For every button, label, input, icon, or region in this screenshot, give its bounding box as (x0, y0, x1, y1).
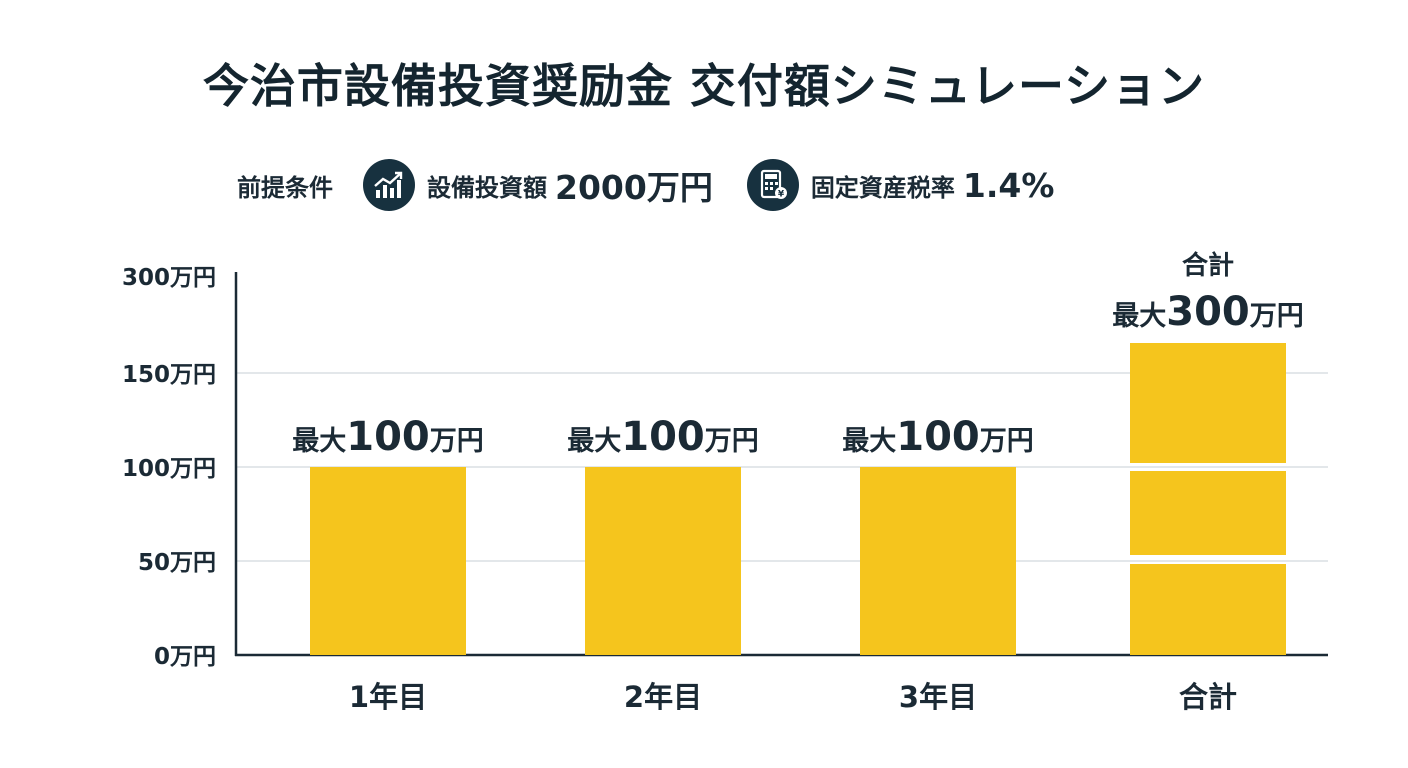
y-tick-label: 300万円 (122, 265, 216, 291)
investment-amount-value: 2000万円 (555, 168, 713, 207)
total-caption: 合計 (1182, 250, 1234, 281)
bar-value-label: 最大300万円 (1112, 289, 1304, 335)
investment-amount-label: 設備投資額 (427, 173, 547, 202)
conditions-label: 前提条件 (237, 173, 333, 202)
x-category-label: 合計 (1179, 680, 1237, 714)
calculator-icon: ¥ (746, 159, 799, 211)
bar-value-label: 最大100万円 (842, 414, 1034, 460)
bar-value-label: 最大100万円 (292, 414, 484, 460)
y-tick-label: 150万円 (122, 362, 216, 388)
bar-value-label: 最大100万円 (567, 414, 759, 460)
y-tick-label: 0万円 (154, 644, 216, 670)
y-tick-label: 50万円 (138, 550, 216, 576)
tax-rate-value: 1.4% (962, 165, 1055, 205)
total-bar-segment (1130, 564, 1286, 655)
tax-rate-label: 固定資産税率 (810, 173, 955, 202)
x-category-label: 1年目 (349, 680, 427, 714)
y-tick-label: 100万円 (122, 456, 216, 482)
conditions-bar: 前提条件 設備投資額 2000万円 ¥ 固定資産税率 1.4% (237, 155, 1088, 215)
bar (860, 467, 1016, 655)
svg-text:¥: ¥ (778, 190, 785, 200)
total-bar-segment (1130, 343, 1286, 463)
bar (585, 467, 741, 655)
x-category-label: 2年目 (624, 680, 702, 714)
bar (310, 467, 466, 655)
x-category-label: 3年目 (899, 680, 977, 714)
total-bar-segment (1130, 471, 1286, 555)
page-title: 今治市設備投資奨励金 交付額シミュレーション (202, 59, 1206, 113)
growth-chart-icon (363, 159, 415, 211)
